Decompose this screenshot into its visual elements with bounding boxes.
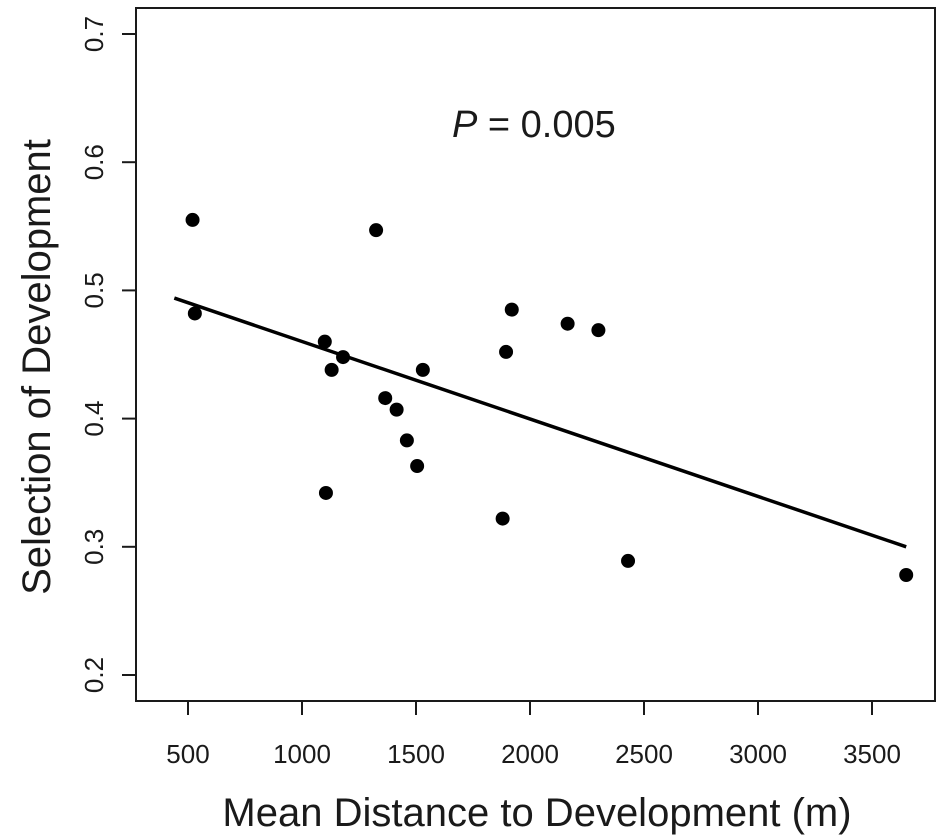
x-tick-label: 2000 [501,739,559,769]
data-point [399,433,414,448]
y-tick-label: 0.6 [79,144,109,180]
data-point [560,316,575,331]
p-value-annotation: P = 0.005 [452,104,616,146]
x-axis: 500 1000 1500 2000 2500 3000 3500 [166,701,901,769]
data-point [591,323,606,338]
x-tick-label: 2500 [615,739,673,769]
y-tick-label: 0.5 [79,272,109,308]
data-point [410,459,425,474]
x-tick-label: 1500 [387,739,445,769]
data-point [317,334,332,349]
data-point [324,362,339,377]
data-point [378,391,393,406]
data-point [336,350,351,365]
y-tick-label: 0.2 [79,657,109,693]
data-point [899,568,914,583]
data-point [415,362,430,377]
regression-line [173,296,907,549]
y-axis: 0.2 0.3 0.4 0.5 0.6 0.7 [79,16,136,693]
y-tick-label: 0.7 [79,16,109,52]
data-point [318,485,333,500]
y-axis-label: Selection of Development [15,139,59,595]
data-point [504,302,519,317]
data-point [499,344,514,359]
data-points [185,212,914,583]
data-point [187,306,202,321]
y-tick-label: 0.3 [79,529,109,565]
x-tick-label: 3000 [729,739,787,769]
data-point [185,212,200,227]
data-point [495,511,510,526]
data-point [369,223,384,238]
x-tick-label: 1000 [273,739,331,769]
y-tick-label: 0.4 [79,401,109,437]
data-point [621,553,636,568]
x-axis-label: Mean Distance to Development (m) [222,791,851,835]
x-tick-label: 500 [166,739,209,769]
plot-frame [135,7,936,702]
x-tick-label: 3500 [843,739,901,769]
data-point [389,402,404,417]
